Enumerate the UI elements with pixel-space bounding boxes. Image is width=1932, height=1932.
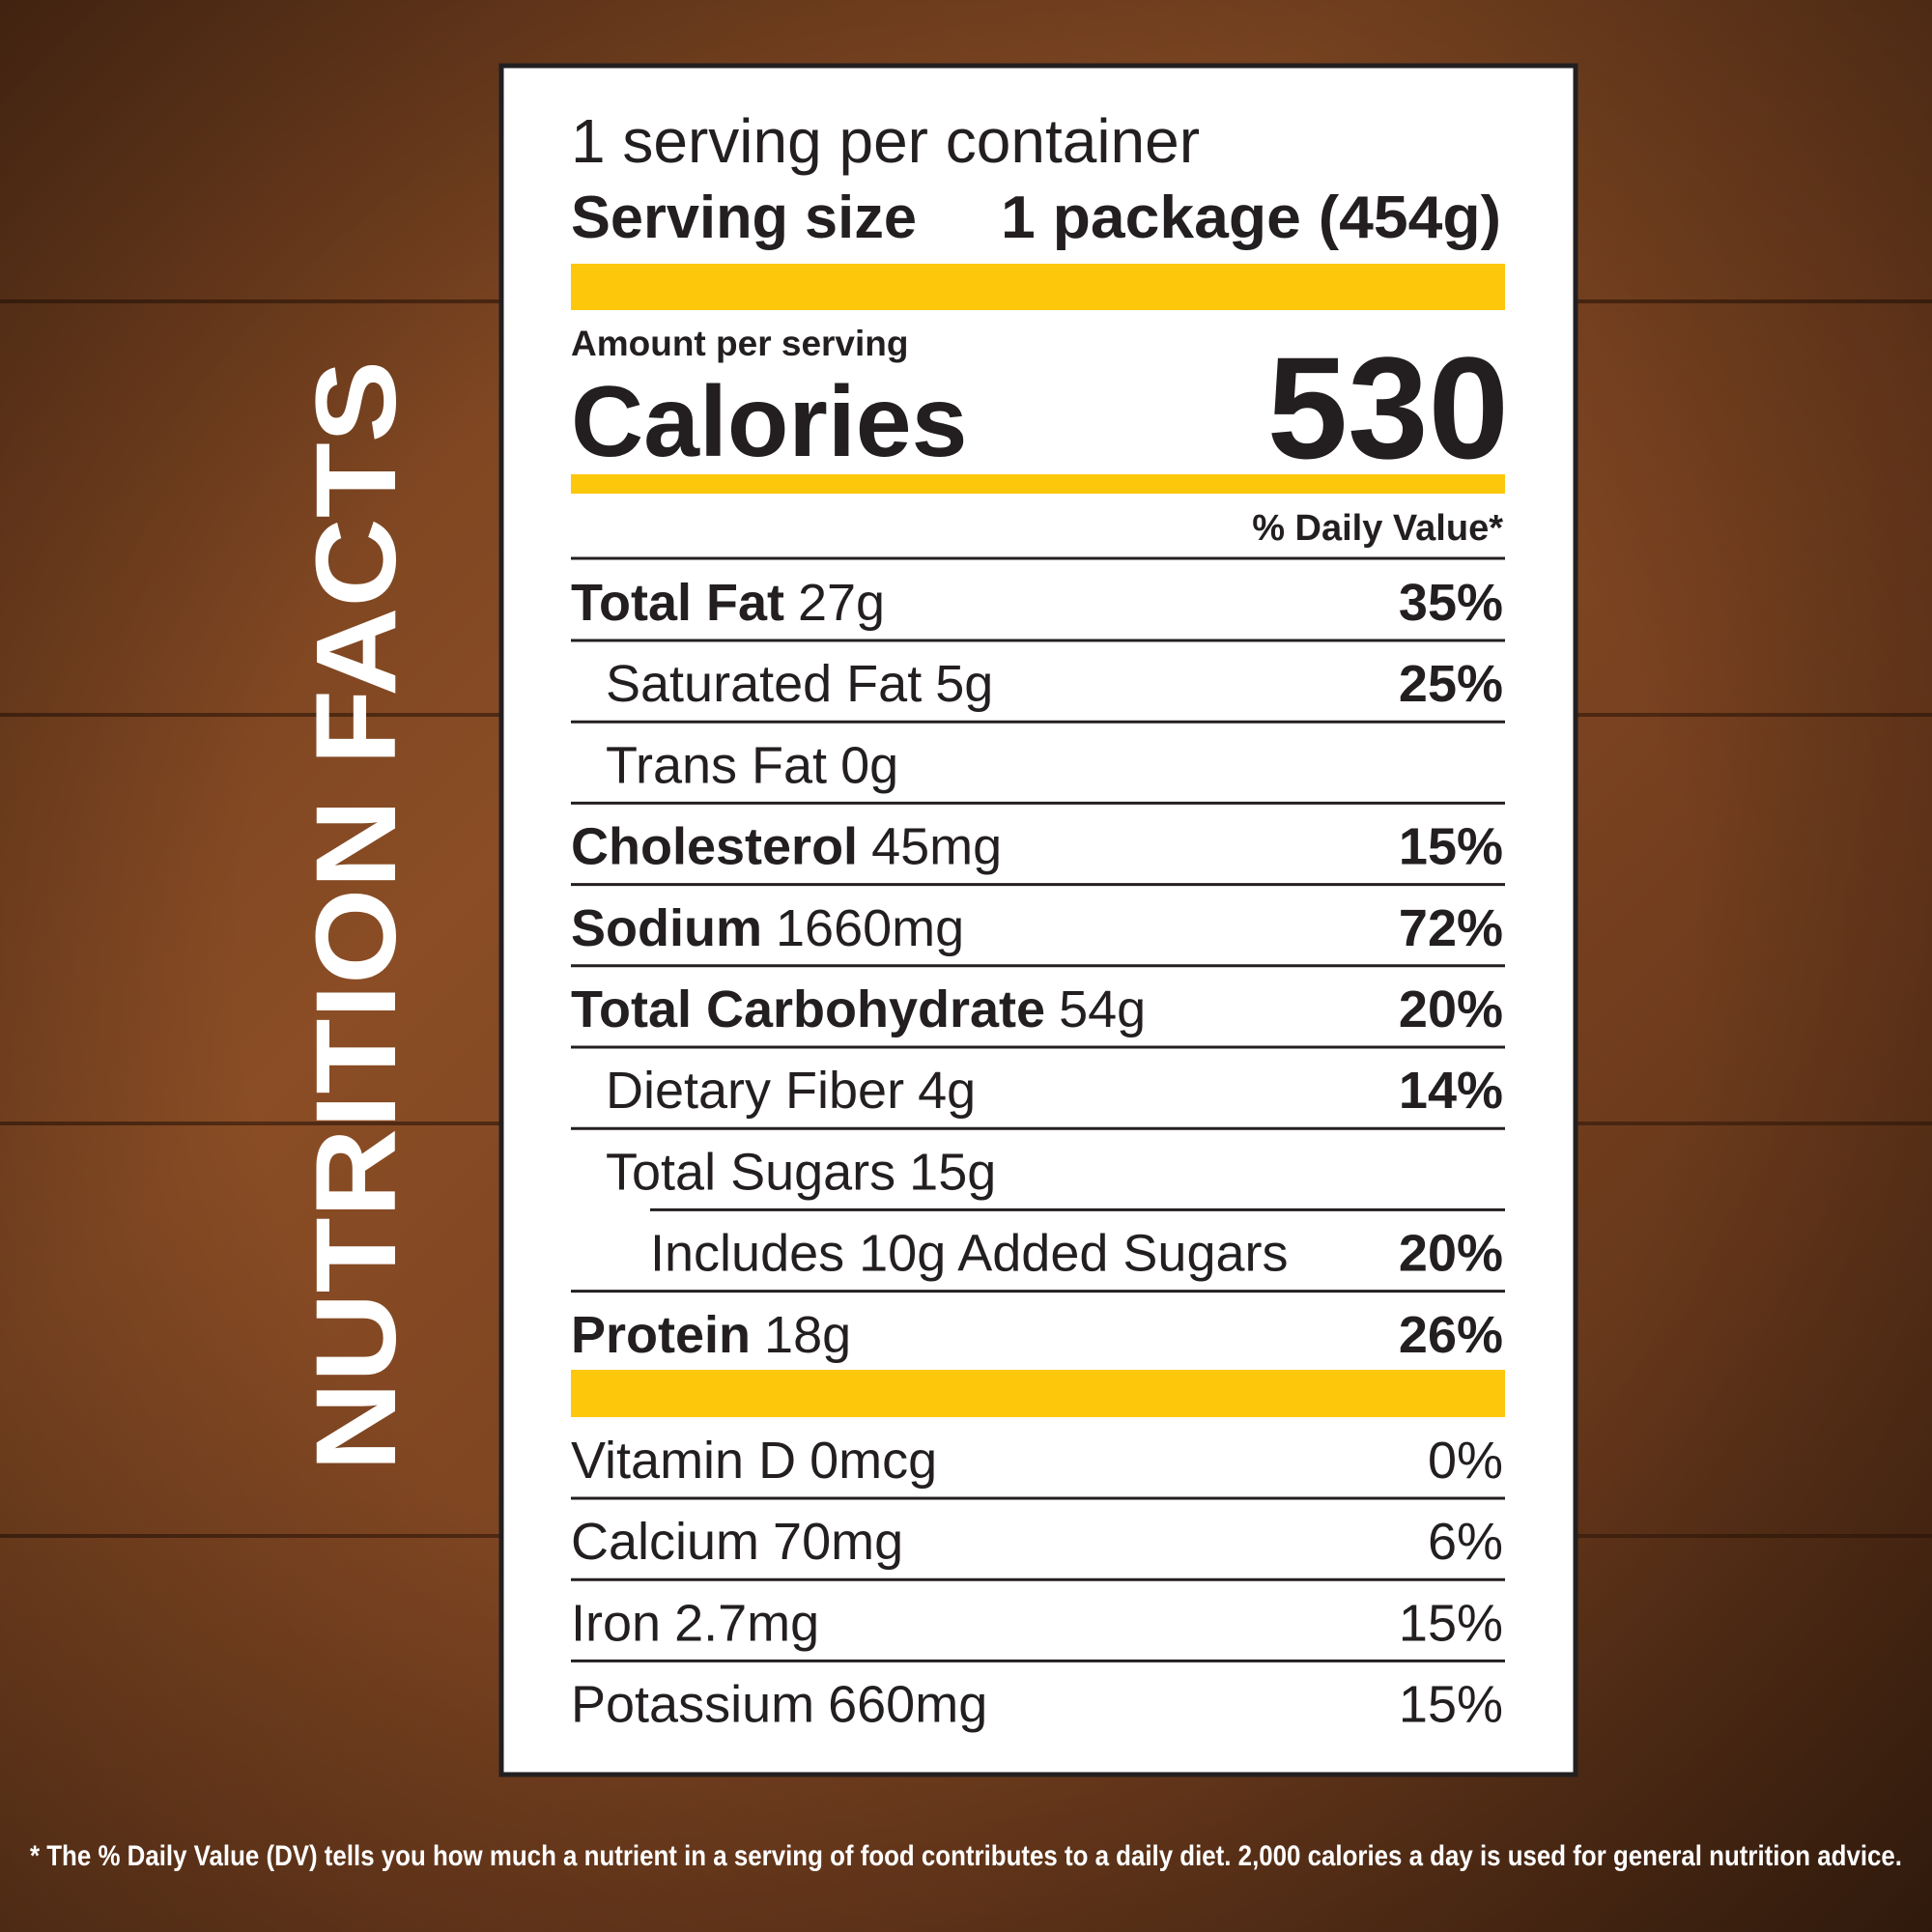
nutrient-name: Cholesterol [571, 818, 858, 876]
daily-value: 26% [1399, 1306, 1503, 1364]
daily-value: 20% [1399, 1225, 1503, 1283]
nutrient-row: Sodium 1660mg [571, 899, 964, 957]
yellow-bar [571, 1370, 1505, 1417]
daily-value: 14% [1399, 1062, 1503, 1120]
nutrient-row: Iron 2.7mg [571, 1594, 819, 1652]
label-card [498, 63, 1578, 1777]
nutrient-name: Calcium [571, 1513, 759, 1571]
nutrient-name: Protein [571, 1306, 751, 1364]
nutrient-row: Includes 10g Added Sugars [650, 1225, 1289, 1283]
serving-size-value: 1 package (454g) [1001, 185, 1501, 251]
yellow-bar [571, 474, 1505, 494]
nutrient-row: Cholesterol 45mg [571, 818, 1002, 876]
nutrient-amount: 0g [840, 736, 898, 794]
daily-value: 6% [1428, 1513, 1503, 1571]
daily-value-header: % Daily Value* [1252, 508, 1503, 549]
daily-value: 20% [1399, 980, 1503, 1038]
daily-value: 0% [1428, 1432, 1503, 1490]
nutrient-row: Trans Fat 0g [606, 736, 898, 794]
nutrient-amount: 70mg [773, 1513, 903, 1571]
nutrient-row: Potassium 660mg [571, 1676, 987, 1734]
nutrient-amount: 15g [909, 1143, 996, 1201]
nutrient-row: Vitamin D 0mcg [571, 1432, 937, 1490]
calories-label: Calories [571, 366, 967, 478]
nutrient-amount: 54g [1059, 980, 1146, 1038]
nutrient-name: Iron [571, 1594, 661, 1652]
nutrient-name: Saturated Fat [606, 655, 922, 713]
nutrient-amount: 660mg [828, 1676, 987, 1734]
nutrient-name: Vitamin D [571, 1432, 796, 1490]
nutrient-row: Total Sugars 15g [606, 1143, 996, 1201]
nutrient-amount: 4g [918, 1062, 976, 1120]
nutrient-row: Dietary Fiber 4g [606, 1062, 976, 1120]
serving-size-label: Serving size [571, 185, 917, 251]
nutrient-row: Total Fat 27g [571, 574, 885, 632]
side-title: NUTRITION FACTS [293, 360, 420, 1471]
daily-value: 15% [1399, 1594, 1503, 1652]
yellow-bar [571, 264, 1505, 310]
nutrient-name: Sodium [571, 899, 762, 957]
nutrient-amount: 5g [935, 655, 993, 713]
daily-value: 25% [1399, 655, 1503, 713]
nutrient-row: Saturated Fat 5g [606, 655, 993, 713]
footnote: * The % Daily Value (DV) tells you how m… [30, 1840, 1902, 1872]
nutrient-name: Includes 10g Added Sugars [650, 1225, 1289, 1283]
servings: 1 serving per container [571, 106, 1200, 176]
daily-value: 35% [1399, 574, 1503, 632]
nutrient-amount: 45mg [871, 818, 1002, 876]
nutrient-amount: 18g [764, 1306, 851, 1364]
nutrient-row: Calcium 70mg [571, 1513, 903, 1571]
nutrient-amount: 0mcg [810, 1432, 937, 1490]
nutrient-row: Total Carbohydrate 54g [571, 980, 1146, 1038]
nutrient-amount: 27g [798, 574, 885, 632]
nutrient-name: Total Carbohydrate [571, 980, 1045, 1038]
daily-value: 15% [1399, 818, 1503, 876]
nutrient-name: Dietary Fiber [606, 1062, 904, 1120]
nutrient-name: Trans Fat [606, 736, 827, 794]
nutrient-name: Potassium [571, 1676, 814, 1734]
nutrient-name: Total Sugars [606, 1143, 895, 1201]
nutrient-row: Protein 18g [571, 1306, 851, 1364]
nutrient-name: Total Fat [571, 574, 784, 632]
nutrient-amount: 1660mg [776, 899, 964, 957]
daily-value: 15% [1399, 1676, 1503, 1734]
nutrient-amount: 2.7mg [674, 1594, 819, 1652]
amount-per-serving: Amount per serving [571, 324, 909, 363]
daily-value: 72% [1399, 899, 1503, 957]
calories-value: 530 [1267, 327, 1509, 489]
